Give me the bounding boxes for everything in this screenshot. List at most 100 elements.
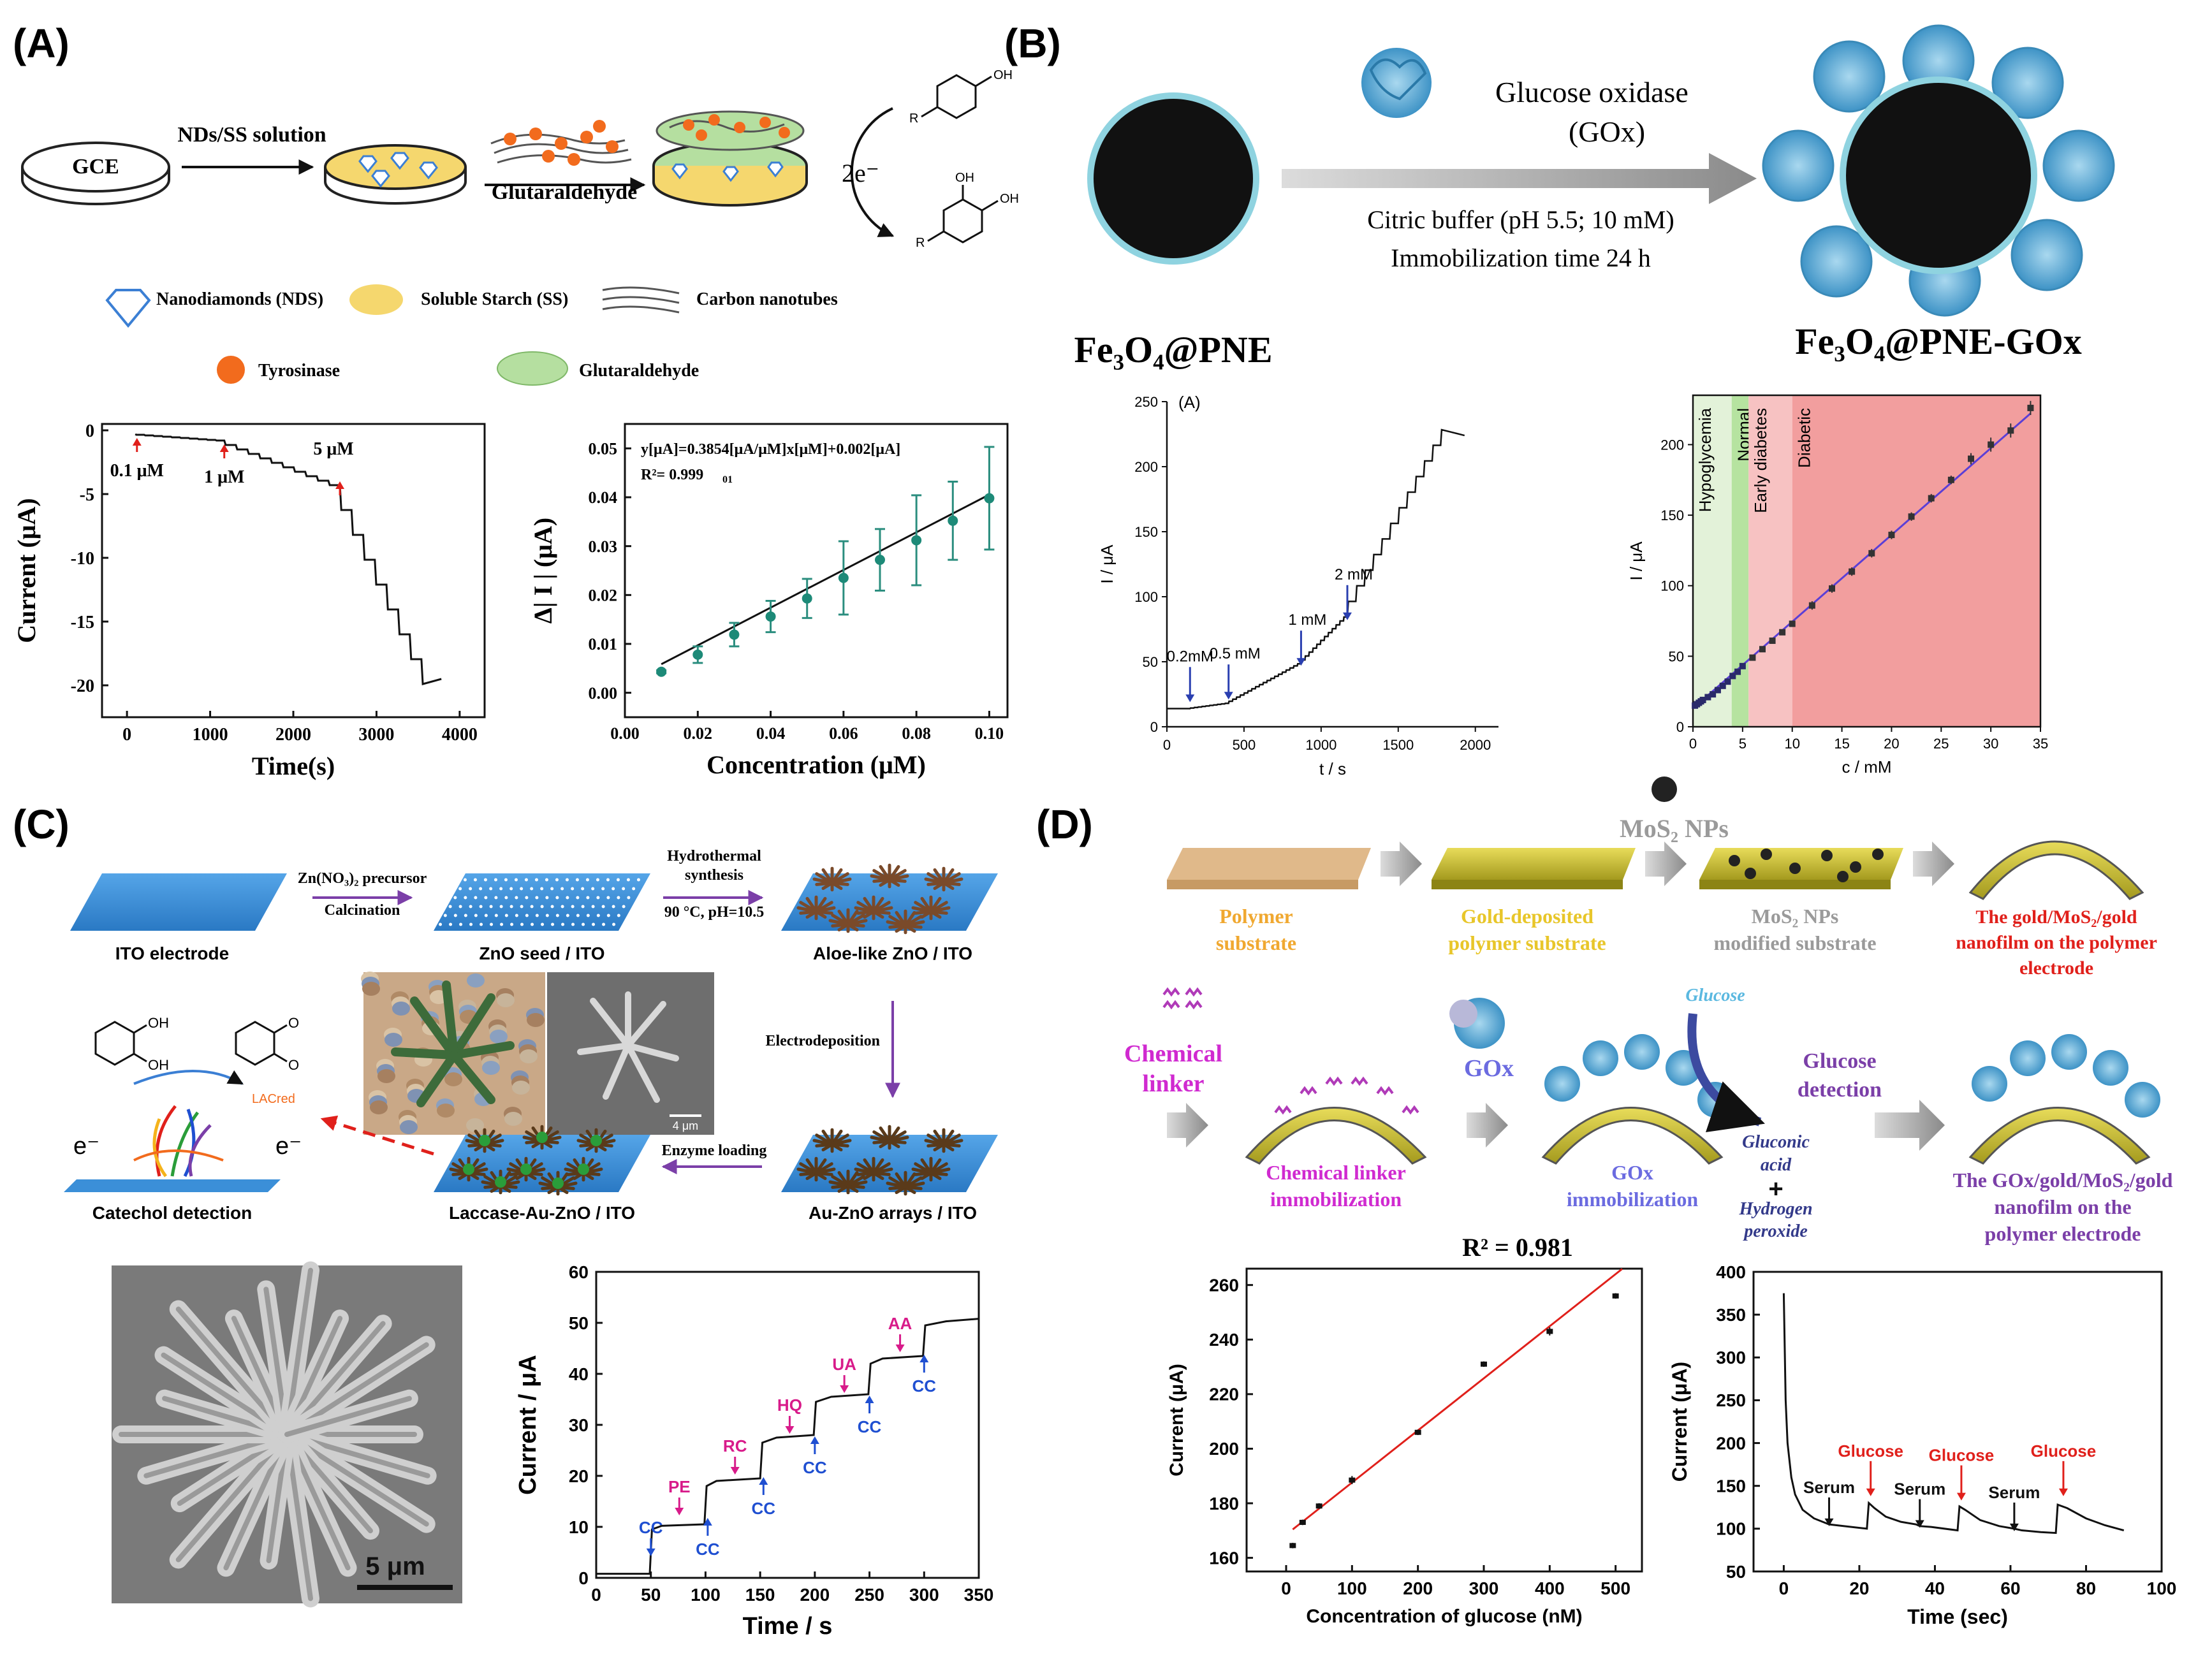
- chart-b1-amperometry: 0 500 1000 1500 2000 0 50 100 150 200 250 t / s I / …: [1097, 393, 1498, 778]
- current-trace: [596, 1318, 979, 1575]
- mos2-substrate: [1699, 848, 1903, 889]
- aloe-zno-slab: [781, 863, 998, 935]
- electron-left: e⁻: [73, 1133, 99, 1160]
- enzyme-name: Glucose oxidase: [1495, 76, 1688, 108]
- zno-seed-dot: [560, 887, 564, 891]
- zno-seed-dot: [585, 878, 589, 882]
- x-tick-label: 2000: [275, 725, 311, 745]
- step-c2-mid: synthesis: [685, 867, 743, 884]
- detection-2: detection: [1798, 1078, 1882, 1102]
- panel-c: (C) ITO electrode Zn(NO₃)₂ precursor Cal…: [13, 801, 998, 1608]
- zno-seed-dot: [596, 878, 599, 882]
- zno-spike: [929, 901, 948, 914]
- zno-seed-dot: [617, 914, 620, 917]
- data-point: [765, 611, 776, 622]
- zno-seed-dot: [550, 887, 554, 891]
- sem-small: 4 μm: [547, 972, 714, 1135]
- current-trace: [1167, 428, 1465, 710]
- data-point: [1349, 1477, 1356, 1483]
- phenol-ring: [936, 74, 977, 119]
- injection-arrow-head: [730, 1467, 740, 1475]
- analyte-label: CC: [803, 1458, 827, 1477]
- final-3: polymer electrode: [1985, 1222, 2141, 1245]
- x-tick-label: 150: [745, 1585, 775, 1605]
- fe3o4-pne-gox-particle: [1762, 24, 2115, 317]
- arrow-d4: [1167, 1103, 1208, 1148]
- zno-seed-dot: [484, 914, 488, 917]
- y-axis-label: I / μA: [1097, 544, 1117, 584]
- glucose-label: Glucose: [1838, 1441, 1903, 1461]
- zno-seed-dot: [622, 905, 626, 908]
- zno-seed-dot: [555, 878, 559, 882]
- zno-spike: [904, 915, 923, 928]
- zno-seed-dot: [479, 887, 483, 891]
- y-tick-label: 350: [1716, 1305, 1746, 1325]
- injection-arrow-head: [759, 1477, 768, 1485]
- zno-seed-dot: [479, 905, 483, 908]
- fit-line: [1292, 1268, 1623, 1531]
- x-tick-label: 5: [1739, 736, 1747, 752]
- zno-seed-dot: [494, 878, 497, 882]
- data-point: [1769, 638, 1776, 645]
- x-tick-label: 0: [591, 1585, 601, 1605]
- step-c2-top: Hydrothermal: [667, 848, 761, 864]
- polymer-substrate: [1167, 848, 1371, 889]
- zno-seed-dot: [474, 914, 478, 917]
- zno-seed-dot: [601, 905, 605, 908]
- y-tick-label: 180: [1209, 1494, 1239, 1513]
- h2o2-2: peroxide: [1743, 1221, 1808, 1241]
- data-point: [656, 666, 667, 677]
- zno-seed-dot: [571, 905, 575, 908]
- zno-seed-dot: [581, 887, 585, 891]
- zno-spike: [872, 1162, 891, 1175]
- phenol-r: R: [909, 112, 918, 126]
- data-point: [1289, 1543, 1296, 1549]
- enzyme-abbr: (GOx): [1569, 115, 1645, 148]
- pebble: [377, 1069, 395, 1083]
- pebble: [444, 1072, 462, 1086]
- x-axis-label: Concentration (μM): [707, 750, 926, 779]
- catechol-r: R: [916, 236, 925, 250]
- zno-seed-dot: [490, 922, 494, 926]
- zno-seed-dot: [622, 887, 626, 891]
- r-squared-sub: 01: [722, 474, 733, 485]
- zno-seed-dot: [596, 914, 600, 917]
- linker-film: [1245, 1076, 1427, 1165]
- x-tick-label: 3000: [358, 725, 394, 745]
- data-point: [838, 572, 849, 583]
- zno-seed-dot: [525, 896, 529, 900]
- x-tick-label: 80: [2076, 1578, 2096, 1598]
- linker-squiggle: [1300, 1086, 1317, 1096]
- zno-seed-dot: [606, 878, 610, 882]
- zno-spike: [814, 1162, 833, 1175]
- data-point: [911, 535, 922, 546]
- data-point: [1888, 532, 1895, 539]
- zno-seed-dot: [484, 896, 488, 900]
- zno-seed-dot: [458, 905, 462, 908]
- zno-seed-dot: [480, 922, 483, 926]
- panel-c-label: (C): [13, 801, 70, 847]
- zno-seed-dot: [524, 878, 528, 882]
- arrow-d5: [1467, 1103, 1508, 1148]
- zno-spike: [929, 1162, 948, 1175]
- y-tick-label: 0.05: [589, 439, 618, 458]
- y-tick-label: -10: [71, 549, 94, 569]
- x-tick-label: 30: [1983, 736, 1998, 752]
- current-trace: [135, 433, 442, 685]
- injection-arrow-head: [675, 1508, 684, 1515]
- fit-equation: y[μA]=0.3854[μA/μM]x[μM]+0.002[μA]: [641, 441, 900, 458]
- final-film: [1968, 1034, 2160, 1165]
- analyte-label: UA: [832, 1355, 856, 1374]
- injection-arrow-head: [219, 444, 229, 452]
- zno-seed-dot: [541, 922, 545, 926]
- y-axis-label: I / μA: [1627, 541, 1646, 581]
- quinone-ring: [235, 1021, 275, 1066]
- chart-title: (A): [1178, 393, 1201, 412]
- zno-seed-dot: [591, 905, 595, 908]
- zno-seed-dot: [463, 878, 467, 882]
- zno-seed-dot: [469, 887, 472, 891]
- y-tick-label: 240: [1209, 1330, 1239, 1350]
- au-zno-star: [911, 1156, 951, 1182]
- zno-seed-dot: [494, 914, 498, 917]
